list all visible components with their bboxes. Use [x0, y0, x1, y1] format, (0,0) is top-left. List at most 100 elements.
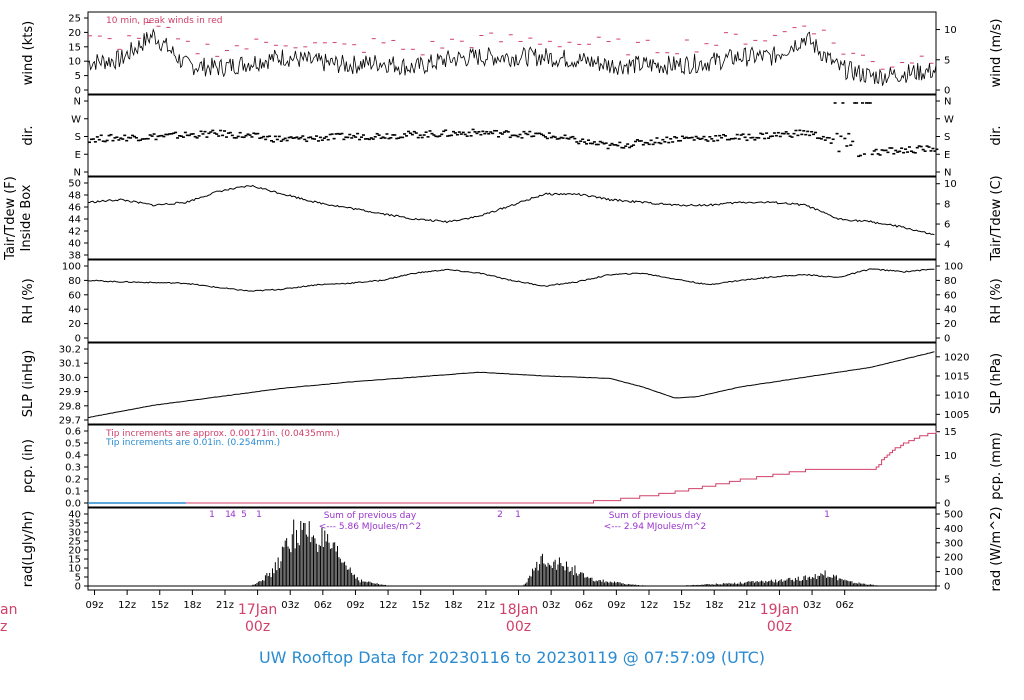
- tick-label-right: 80: [944, 276, 957, 287]
- tick-label-right: N: [944, 168, 951, 179]
- hour-label: 18z: [444, 600, 462, 611]
- tick-label-left: W: [71, 114, 81, 125]
- tick-label-right: 1020: [944, 352, 969, 363]
- tick-label-right: E: [944, 150, 950, 161]
- hour-label: 21z: [477, 600, 495, 611]
- axis-title-left: rad(Lgly/hr): [21, 511, 36, 587]
- pcp-annotation-blue: Tip increments are 0.01in. (0.254mm.): [105, 438, 280, 448]
- tick-label-left: 0.5: [65, 439, 81, 450]
- hour-label: 21z: [216, 600, 234, 611]
- tick-label-left: 38: [68, 251, 81, 262]
- tick-label-left: N: [74, 168, 81, 179]
- rad-note-line1: Sum of previous day: [324, 511, 417, 521]
- rad-note-line2: <--- 2.94 MJoules/m^2: [604, 522, 706, 532]
- tick-label-left: 100: [62, 262, 81, 273]
- tick-label-left: 46: [68, 203, 81, 214]
- tick-label-left: 0.2: [65, 475, 81, 486]
- tick-label-right: 10: [944, 179, 957, 190]
- panel-frame-temp: [87, 176, 937, 260]
- tick-label-right: 0: [944, 582, 950, 593]
- tick-label-left: 0.0: [65, 499, 81, 510]
- tick-label-left: 5: [75, 71, 81, 82]
- tip-count: 2: [497, 510, 503, 520]
- tick-label-right: 15: [944, 427, 957, 438]
- tick-label-right: 8: [944, 199, 950, 210]
- hour-label: 12z: [118, 600, 136, 611]
- tip-count: 1: [824, 510, 830, 520]
- tick-label-left: 0: [75, 86, 81, 97]
- hour-label: 03z: [803, 600, 821, 611]
- tick-label-left: 0: [75, 582, 81, 593]
- tick-label-left: E: [75, 150, 81, 161]
- tick-label-left: 10: [68, 57, 81, 68]
- tick-label-right: N: [944, 97, 951, 108]
- axis-title-left: Tair/Tdew (F): [3, 176, 18, 261]
- tick-label-right: 60: [944, 290, 957, 301]
- tick-label-right: 5: [944, 475, 950, 486]
- panel-frame-wind: [87, 11, 937, 95]
- tick-label-left: 44: [68, 215, 81, 226]
- pcp-series-red: [88, 431, 937, 504]
- tick-label-left: 20: [68, 319, 81, 330]
- tick-label-right: W: [944, 114, 954, 125]
- tick-label-left: 30.1: [59, 359, 81, 370]
- rad-note-line2: <--- 5.86 MJoules/m^2: [319, 522, 421, 532]
- tick-label-left: 0: [75, 334, 81, 345]
- tick-label-left: 0.4: [65, 451, 81, 462]
- hour-label: 03z: [281, 600, 299, 611]
- slp-series-line: [87, 351, 935, 418]
- hour-label: 18z: [705, 600, 723, 611]
- hour-label: 15z: [151, 600, 169, 611]
- tick-label-right: 0: [944, 499, 950, 510]
- wind-annotation: 10 min, peak winds in red: [106, 16, 223, 26]
- tick-label-left: 5: [75, 573, 81, 584]
- hour-label: 03z: [542, 600, 560, 611]
- date-label-clipped-top: an: [0, 602, 17, 618]
- hour-label: 09z: [86, 600, 104, 611]
- date-label-clipped-bottom: z: [0, 619, 7, 635]
- hour-label: 12z: [640, 600, 658, 611]
- tip-count: 1: [209, 510, 215, 520]
- date-label-bottom: 00z: [767, 619, 792, 635]
- tick-label-left: 20: [68, 546, 81, 557]
- tick-label-left: 40: [68, 510, 81, 521]
- tick-label-right: 100: [944, 567, 963, 578]
- tick-label-left: 40: [68, 239, 81, 250]
- rad-note-line1: Sum of previous day: [609, 511, 702, 521]
- tick-label-right: 0: [944, 334, 950, 345]
- tick-label-right: 0: [944, 86, 950, 97]
- tick-label-right: 1010: [944, 391, 969, 402]
- hour-label: 06z: [836, 600, 854, 611]
- axis-title-left: pcp. (in): [21, 439, 36, 493]
- tick-label-left: 30: [68, 528, 81, 539]
- temp-series-line: [87, 184, 935, 236]
- tick-label-left: 29.9: [59, 387, 81, 398]
- tick-label-left: 80: [68, 276, 81, 287]
- tip-count: 5: [241, 510, 247, 520]
- hour-label: 15z: [412, 600, 430, 611]
- panel-frame-rh: [87, 259, 937, 343]
- tick-label-left: 20: [68, 28, 81, 39]
- axis-title-left: RH (%): [21, 278, 36, 323]
- hour-label: 06z: [314, 600, 332, 611]
- tick-label-left: 0.6: [65, 427, 81, 438]
- axis-title-left: SLP (inHg): [21, 350, 36, 418]
- hour-label: 21z: [738, 600, 756, 611]
- date-label-bottom: 00z: [506, 619, 531, 635]
- panel-frame-rad: [87, 507, 937, 591]
- axis-title-right: pcp. (mm): [989, 432, 1004, 499]
- tick-label-right: 4: [944, 240, 950, 251]
- panel-frame-pcp: [87, 424, 937, 508]
- tip-count: 1: [256, 510, 262, 520]
- axis-title-left-inner: Inside Box: [19, 184, 34, 251]
- tick-label-right: 6: [944, 220, 950, 231]
- panel-frame-slp: [87, 342, 937, 425]
- axis-title-right: wind (m/s): [989, 19, 1004, 88]
- tick-label-left: S: [75, 132, 81, 143]
- pcp-annotation-red: Tip increments are approx. 0.00171in. (0…: [105, 429, 340, 439]
- tick-label-left: 0.3: [65, 463, 81, 474]
- tick-label-right: 1015: [944, 371, 969, 382]
- tick-label-right: 400: [944, 524, 963, 535]
- tip-count: 4: [230, 510, 236, 520]
- tick-label-right: 100: [944, 262, 963, 273]
